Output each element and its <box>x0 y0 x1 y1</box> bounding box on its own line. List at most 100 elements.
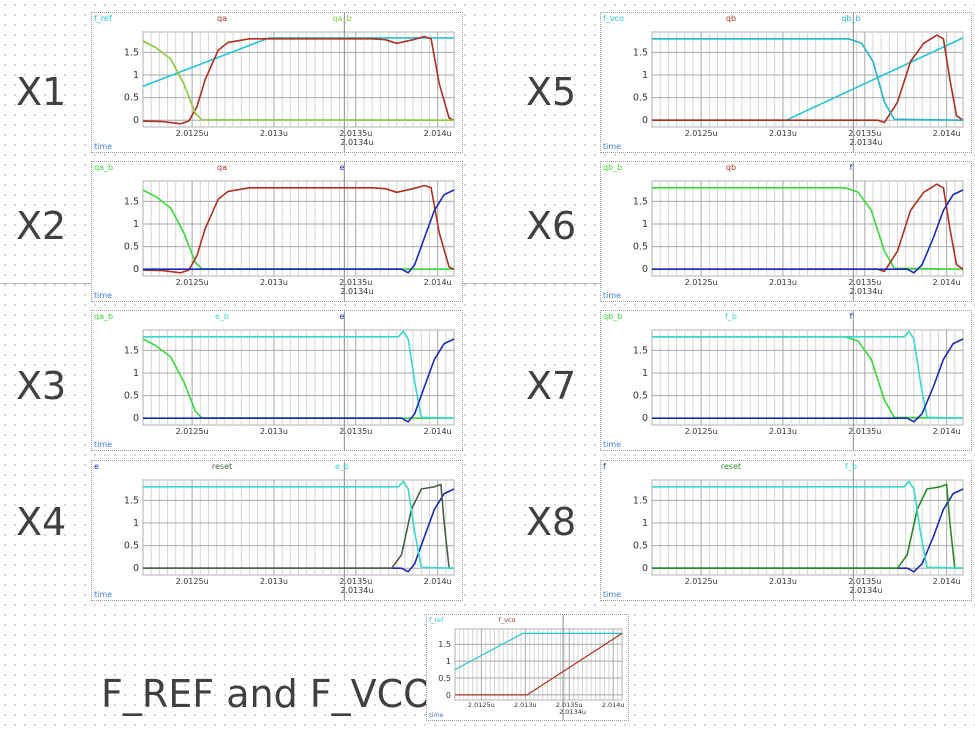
chart-svg-x1: 0 0.5 1 1.5 2.0125u 2.013u 2.0135u 2.014u 2.0134… <box>94 13 455 152</box>
y-tick-label: 1.5 <box>124 495 139 506</box>
x-axis-label: time <box>94 142 112 151</box>
series-line-f-b <box>652 480 964 569</box>
cursor-label: 2.0134u <box>340 287 373 296</box>
y-tick-label: 0 <box>133 413 139 424</box>
y-tick-label: 0 <box>642 115 648 126</box>
x-tick-label: 2.0125u <box>176 129 209 138</box>
x-tick-label: 2.014u <box>933 577 961 586</box>
label-x1: X1 <box>16 70 67 114</box>
label-x7: X7 <box>526 364 577 408</box>
y-tick-label: 0.5 <box>124 242 139 253</box>
x-axis-label: time <box>94 440 112 449</box>
x-tick-label: 2.014u <box>424 577 452 586</box>
plot-x6: 0 0.5 1 1.5 2.0125u 2.013u 2.0135u 2.014u 2.0134… <box>600 161 972 302</box>
x-tick-label: 2.0135u <box>848 427 881 436</box>
chart-svg-x7: 0 0.5 1 1.5 2.0125u 2.013u 2.0135u 2.014u time qb… <box>603 311 964 450</box>
legend-f: f <box>603 462 606 471</box>
legend-f-ref: f_ref <box>429 616 444 624</box>
cursor-label: 2.0134u <box>340 138 373 147</box>
legend-e-b: e_b <box>335 462 349 471</box>
plot-x8: 0 0.5 1 1.5 2.0125u 2.013u 2.0135u 2.014u 2.0134… <box>600 460 972 601</box>
label-x6: X6 <box>526 204 577 248</box>
series-line-f <box>652 338 964 423</box>
x-tick-label: 2.013u <box>514 701 537 709</box>
x-axis-label: time <box>603 291 621 300</box>
y-tick-label: 1 <box>133 518 139 529</box>
legend-qa-b: qa_b <box>94 312 113 321</box>
series-line-f-ref <box>454 632 622 671</box>
y-tick-label: 1.5 <box>633 495 648 506</box>
x-tick-label: 2.0125u <box>685 129 718 138</box>
series-line-e-b <box>143 480 455 569</box>
x-tick-label: 2.013u <box>260 278 288 287</box>
y-tick-label: 1.5 <box>633 47 648 58</box>
series-line-reset <box>143 483 454 569</box>
x-tick-label: 2.013u <box>260 427 288 436</box>
x-tick-label: 2.013u <box>769 129 797 138</box>
x-tick-label: 2.013u <box>769 427 797 436</box>
x-axis-label: time <box>603 440 621 449</box>
y-tick-label: 1 <box>133 219 139 230</box>
label-x5: X5 <box>526 70 577 114</box>
x-tick-label: 2.014u <box>933 427 961 436</box>
y-tick-label: 0 <box>642 264 648 275</box>
x-tick-label: 2.0125u <box>176 577 209 586</box>
x-tick-label: 2.0135u <box>848 129 881 138</box>
legend-qa-b: qa_b <box>332 14 351 23</box>
chart-svg-x2: 0 0.5 1 1.5 2.0125u 2.013u 2.0135u 2.014u 2.0134… <box>94 162 455 301</box>
y-tick-label: 1 <box>133 70 139 81</box>
chart-svg-x3: 0 0.5 1 1.5 2.0125u 2.013u 2.0135u 2.014u time qa… <box>94 311 455 450</box>
legend-f: f <box>850 312 853 321</box>
series-line-e <box>143 338 455 423</box>
x-tick-label: 2.0135u <box>339 427 372 436</box>
series-line-f-vco <box>455 632 623 696</box>
y-tick-label: 1 <box>446 657 451 666</box>
label-x8: X8 <box>526 500 577 544</box>
chart-svg-x5: 0 0.5 1 1.5 2.0125u 2.013u 2.0135u 2.014u 2.0134… <box>603 13 964 152</box>
x-axis-label: time <box>603 590 621 599</box>
x-tick-label: 2.014u <box>424 129 452 138</box>
legend-reset: reset <box>721 462 741 471</box>
y-tick-label: 0 <box>133 115 139 126</box>
legend-reset: reset <box>212 462 232 471</box>
x-tick-label: 2.0125u <box>176 278 209 287</box>
label-x3: X3 <box>16 364 67 408</box>
plot-x1: 0 0.5 1 1.5 2.0125u 2.013u 2.0135u 2.014u 2.0134… <box>91 12 463 153</box>
legend-qb-b: qb_b <box>603 312 622 321</box>
legend-qb-b: qb_b <box>603 163 622 172</box>
series-line-e <box>143 189 455 274</box>
y-tick-label: 1 <box>642 518 648 529</box>
y-tick-label: 0.5 <box>124 541 139 552</box>
x-tick-label: 2.0135u <box>339 129 372 138</box>
x-tick-label: 2.014u <box>933 129 961 138</box>
cursor-label: 2.0134u <box>340 586 373 595</box>
x-axis-label: time <box>429 711 444 719</box>
chart-svg-x6: 0 0.5 1 1.5 2.0125u 2.013u 2.0135u 2.014u 2.0134… <box>603 162 964 301</box>
y-tick-label: 1.5 <box>633 196 648 207</box>
legend-e-b: e_b <box>215 312 229 321</box>
y-tick-label: 1.5 <box>124 196 139 207</box>
cursor-label: 2.0134u <box>559 708 586 716</box>
x-tick-label: 2.013u <box>260 129 288 138</box>
x-tick-label: 2.0125u <box>176 427 209 436</box>
legend-f-ref: f_ref <box>94 14 112 23</box>
series-line-f-ref <box>142 37 454 88</box>
x-tick-label: 2.0125u <box>468 701 495 709</box>
chart-svg-x4: 0 0.5 1 1.5 2.0125u 2.013u 2.0135u 2.014u 2.0134… <box>94 461 455 600</box>
series-line-qa <box>142 184 455 274</box>
series-line-qa-b <box>142 40 455 121</box>
series-line-reset <box>652 483 963 569</box>
series-line-qa <box>142 35 455 125</box>
x-tick-label: 2.014u <box>424 427 452 436</box>
x-tick-label: 2.0125u <box>685 278 718 287</box>
series-line-qb-b <box>652 186 964 270</box>
x-axis-label: time <box>94 291 112 300</box>
legend-f-b: f_b <box>725 312 737 321</box>
series-line-qb-b <box>652 37 964 121</box>
y-tick-label: 0.5 <box>633 93 648 104</box>
legend-f-vco: f_vco <box>603 14 624 23</box>
y-tick-label: 1 <box>642 219 648 230</box>
legend-f-b: f_b <box>845 462 857 471</box>
cursor-label: 2.0134u <box>849 586 882 595</box>
legend-e: e <box>94 462 99 471</box>
